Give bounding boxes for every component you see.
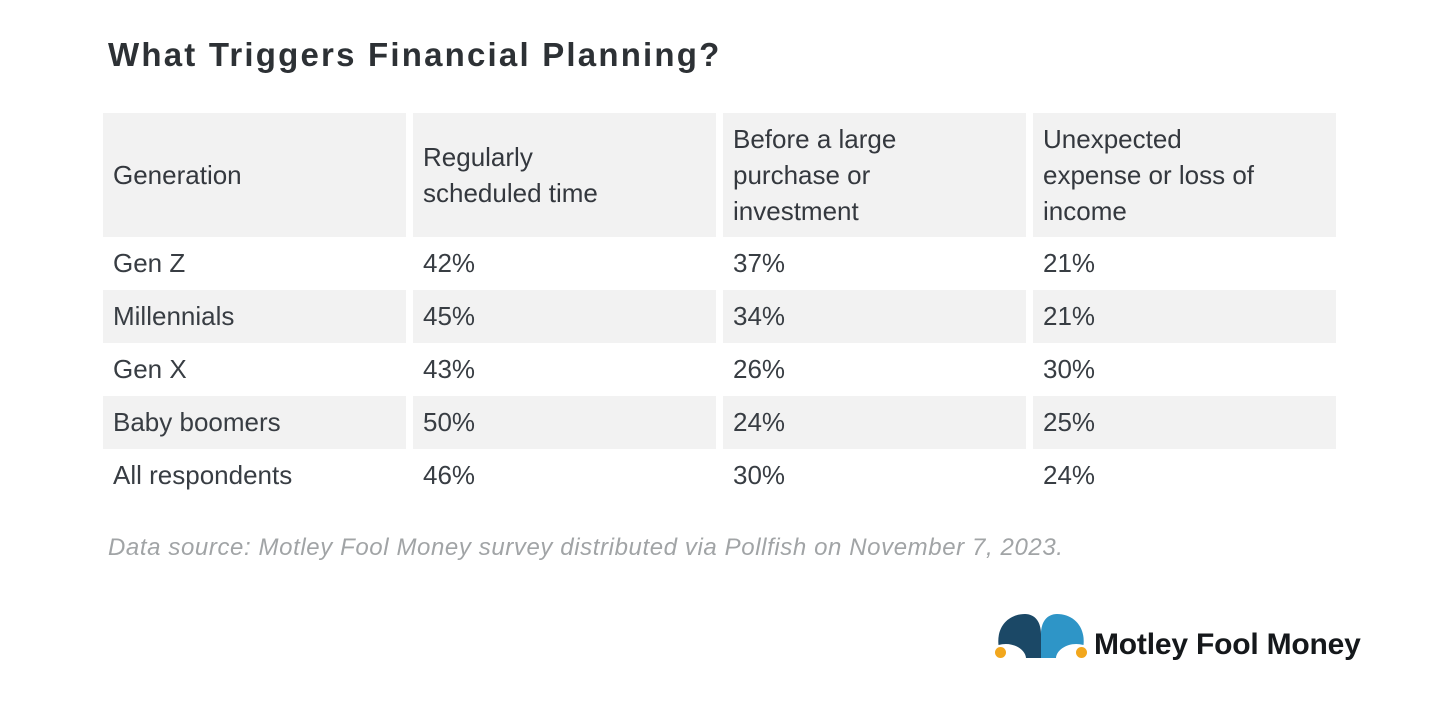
table-header-row: Generation Regularly scheduled time Befo…: [103, 113, 1336, 237]
cell-unexpected-pct: 24%: [1033, 449, 1336, 502]
cell-purchase-pct: 37%: [723, 237, 1026, 290]
table-row-gen-z: Gen Z 42% 37% 21%: [103, 237, 1336, 290]
header-cell-unexpected-expense: Unexpected expense or loss of income: [1033, 113, 1336, 237]
header-cell-regularly-scheduled: Regularly scheduled time: [413, 113, 716, 237]
jester-ball-right: [1076, 647, 1087, 658]
header-cell-large-purchase: Before a large purchase or investment: [723, 113, 1026, 237]
cell-scheduled-pct: 45%: [413, 290, 716, 343]
logo-text: Motley Fool Money: [1094, 628, 1361, 661]
jester-ball-left: [995, 647, 1006, 658]
jester-hat-icon: [995, 614, 1087, 658]
cell-generation: Millennials: [103, 290, 406, 343]
financial-planning-table: Generation Regularly scheduled time Befo…: [103, 113, 1336, 502]
jester-hat-left-lobe: [998, 614, 1041, 658]
cell-scheduled-pct: 46%: [413, 449, 716, 502]
table-row-all-respondents: All respondents 46% 30% 24%: [103, 449, 1336, 502]
cell-generation: Gen X: [103, 343, 406, 396]
cell-scheduled-pct: 50%: [413, 396, 716, 449]
table-row-gen-x: Gen X 43% 26% 30%: [103, 343, 1336, 396]
cell-generation: All respondents: [103, 449, 406, 502]
cell-unexpected-pct: 21%: [1033, 237, 1336, 290]
cell-generation: Gen Z: [103, 237, 406, 290]
cell-scheduled-pct: 42%: [413, 237, 716, 290]
cell-purchase-pct: 24%: [723, 396, 1026, 449]
cell-unexpected-pct: 21%: [1033, 290, 1336, 343]
table-row-millennials: Millennials 45% 34% 21%: [103, 290, 1336, 343]
cell-unexpected-pct: 30%: [1033, 343, 1336, 396]
cell-unexpected-pct: 25%: [1033, 396, 1336, 449]
header-cell-generation: Generation: [103, 113, 406, 237]
motley-fool-money-logo: Motley Fool Money: [995, 611, 1385, 663]
data-source-note: Data source: Motley Fool Money survey di…: [108, 534, 1064, 561]
cell-purchase-pct: 34%: [723, 290, 1026, 343]
table-row-baby-boomers: Baby boomers 50% 24% 25%: [103, 396, 1336, 449]
jester-hat-right-lobe: [1041, 614, 1084, 658]
cell-scheduled-pct: 43%: [413, 343, 716, 396]
cell-generation: Baby boomers: [103, 396, 406, 449]
cell-purchase-pct: 26%: [723, 343, 1026, 396]
page-title: What Triggers Financial Planning?: [108, 36, 722, 73]
cell-purchase-pct: 30%: [723, 449, 1026, 502]
